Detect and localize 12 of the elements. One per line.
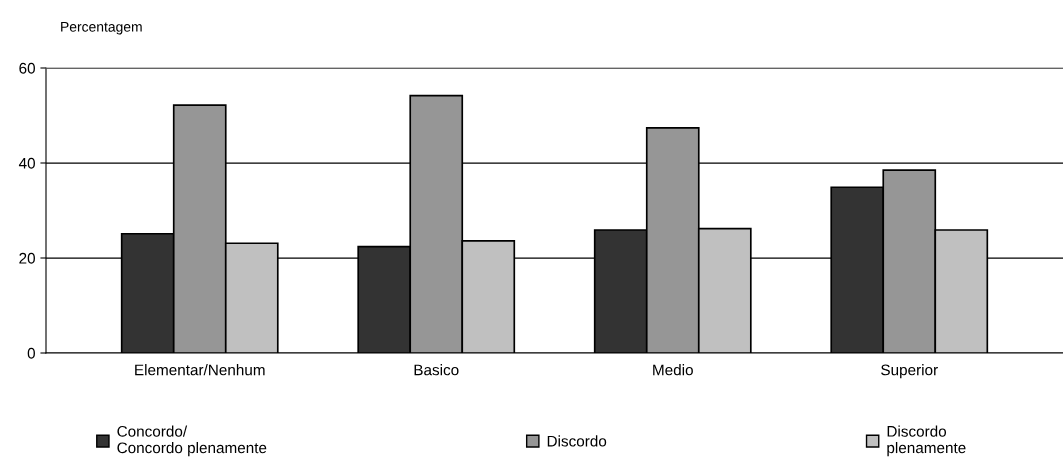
x-tick-label: Superior <box>881 364 938 379</box>
y-tick-label: 60 <box>19 62 35 74</box>
y-axis-title: Percentagem <box>61 22 142 35</box>
y-tick-label: 0 <box>27 347 35 359</box>
legend-label: Discordo plenamente <box>887 425 966 457</box>
y-tick-label: 40 <box>18 157 35 169</box>
legend-label: Discordo <box>547 435 607 447</box>
x-tick-label: Basico <box>414 364 459 376</box>
legend-label: Concordo/ Concordo plenamente <box>117 425 267 457</box>
x-tick-label: Medio <box>653 364 693 376</box>
x-tick-label: Elementar/Nenhum <box>135 364 265 376</box>
y-tick-label: 20 <box>19 252 35 264</box>
